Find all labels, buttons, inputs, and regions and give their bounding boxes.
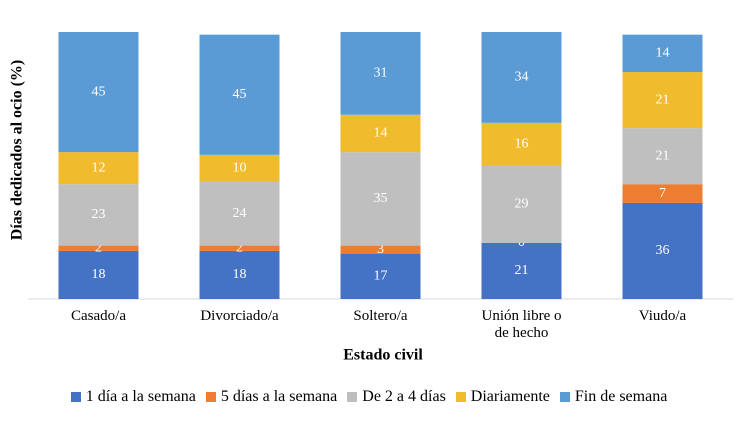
bar-segment [481,165,562,243]
legend-label: De 2 a 4 días [362,388,446,405]
data-label: 3 [377,242,384,257]
x-tick-label: Unión libre o de hecho [481,308,562,341]
bar-segment [340,245,421,254]
data-label: 29 [515,196,529,211]
data-label: 18 [92,267,106,282]
bar-segment [58,250,139,299]
data-label: 45 [233,87,247,102]
legend-item: De 2 a 4 días [347,388,446,406]
bar-segment [340,152,421,246]
bar-segment [622,202,703,299]
legend-item: 5 días a la semana [205,388,338,406]
legend: 1 día a la semana 5 días a la semana De 2 … [0,388,738,406]
bar-segment [199,34,280,155]
x-tick-label: Divorciado/a [200,308,279,324]
data-label: 7 [659,186,666,201]
bar-segment [340,32,421,115]
bar-segment [199,250,280,299]
bar-segment [340,114,421,153]
data-label: 24 [233,206,247,221]
data-label: 10 [233,160,247,175]
bar-segment [340,253,421,299]
data-label: 45 [92,84,106,99]
bar-segment [622,128,703,185]
x-tick-label: Casado/a [71,308,126,324]
bar-segment [481,242,562,299]
y-axis-title: Días dedicados al ocio (%) [9,60,26,240]
data-label: 31 [374,66,388,81]
bar-segment [58,184,139,246]
legend-swatch [70,392,81,402]
legend-swatch [205,392,216,402]
legend-item: 1 día a la semana [70,388,196,406]
data-label: 23 [92,207,106,222]
data-label: 2 [95,240,102,255]
data-label: 12 [92,160,106,175]
legend-label: Fin de semana [574,388,668,405]
legend-label: 5 días a la semana [220,388,338,405]
bar-segment [58,152,139,185]
legend-swatch [559,392,570,402]
legend-item: Fin de semana [559,388,668,406]
bar-segment [622,184,703,203]
data-label: 36 [656,243,670,258]
x-tick-label: Soltero/a [353,308,408,324]
data-label: 35 [374,191,388,206]
legend-label: 1 día a la semana [85,388,196,405]
data-label: 16 [515,136,529,151]
bar-segment [199,154,280,182]
x-axis-title: Estado civil [343,347,423,364]
bar-segment [481,32,562,123]
bar-segment [199,181,280,246]
bar-segment [622,34,703,73]
data-label: 18 [233,267,247,282]
data-label: 14 [656,46,670,61]
data-label: 21 [656,148,670,163]
legend-label: Diariamente [470,388,550,405]
data-label: 2 [236,240,243,255]
legend-swatch [455,392,466,402]
bar-segment [58,32,139,153]
legend-swatch [347,392,358,402]
bar-segment [199,245,280,251]
bar-segment [481,122,562,166]
data-label: 21 [656,92,670,107]
bar-segment [58,245,139,251]
data-label: 17 [374,269,388,284]
data-label: 34 [515,70,529,85]
legend-item: Diariamente [455,388,550,406]
bar-segment [622,72,703,129]
data-label: 14 [374,126,388,141]
x-tick-label: Viudo/a [638,308,687,324]
data-label: 21 [515,263,529,278]
